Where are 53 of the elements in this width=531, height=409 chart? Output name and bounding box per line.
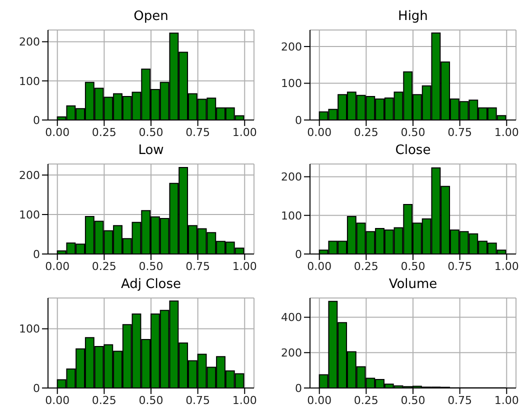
- y-tick-label: 0: [295, 114, 302, 127]
- x-tick-label: 0.50: [400, 394, 426, 407]
- y-tick-label: 100: [281, 209, 302, 222]
- x-tick-label: 0.25: [92, 394, 116, 407]
- chart-title: Volume: [388, 276, 438, 294]
- chart-title: Close: [394, 142, 432, 160]
- x-tick-label: 0.75: [448, 394, 472, 407]
- x-tick-label: 0.00: [45, 260, 70, 273]
- x-tick-label: 0.50: [138, 260, 164, 273]
- y-tick-label: 100: [19, 74, 40, 88]
- y-tick-label: 100: [281, 77, 302, 90]
- x-tick-label: 1.00: [232, 126, 257, 139]
- x-tick-label: 0.75: [448, 260, 472, 273]
- x-tick-label: 0.00: [307, 126, 332, 139]
- x-tick-label: 0.75: [448, 126, 472, 139]
- y-tick-label: 200: [281, 40, 302, 54]
- y-tick-label: 200: [19, 168, 40, 182]
- x-tick-label: 0.00: [307, 394, 332, 407]
- x-tick-label: 0.25: [92, 260, 116, 273]
- x-tick-label: 0.75: [186, 260, 210, 273]
- y-tick-label: 200: [281, 170, 302, 184]
- chart-title: High: [397, 8, 429, 26]
- x-tick-label: 0.25: [354, 260, 378, 273]
- y-tick-label: 0: [33, 248, 40, 261]
- chart-title: Low: [137, 142, 165, 160]
- y-tick-label: 0: [33, 382, 40, 395]
- x-tick-label: 0.25: [92, 126, 116, 139]
- x-tick-label: 1.00: [494, 126, 519, 139]
- y-tick-label: 100: [19, 322, 40, 336]
- x-tick-label: 1.00: [494, 260, 519, 273]
- chart-title: Adj Close: [120, 276, 182, 294]
- x-tick-label: 1.00: [494, 394, 519, 407]
- x-tick-label: 1.00: [232, 260, 257, 273]
- y-tick-label: 0: [295, 382, 302, 395]
- x-tick-label: 0.00: [45, 126, 70, 139]
- x-tick-label: 0.50: [138, 394, 164, 407]
- x-tick-label: 0.75: [186, 126, 210, 139]
- x-tick-label: 0.00: [307, 260, 332, 273]
- x-tick-label: 0.25: [354, 126, 378, 139]
- y-tick-label: 200: [281, 346, 302, 360]
- y-tick-label: 0: [33, 114, 40, 127]
- y-tick-label: 0: [295, 248, 302, 261]
- x-tick-label: 0.50: [138, 126, 164, 139]
- chart-title: Open: [132, 8, 170, 26]
- y-tick-label: 200: [19, 36, 40, 49]
- x-tick-label: 0.50: [400, 126, 426, 139]
- x-tick-label: 1.00: [232, 394, 257, 407]
- x-tick-label: 0.50: [400, 260, 426, 273]
- x-tick-label: 0.00: [45, 394, 70, 407]
- x-tick-label: 0.25: [354, 394, 378, 407]
- x-tick-label: 0.75: [186, 394, 210, 407]
- y-tick-label: 100: [19, 208, 40, 222]
- y-tick-label: 400: [281, 311, 302, 324]
